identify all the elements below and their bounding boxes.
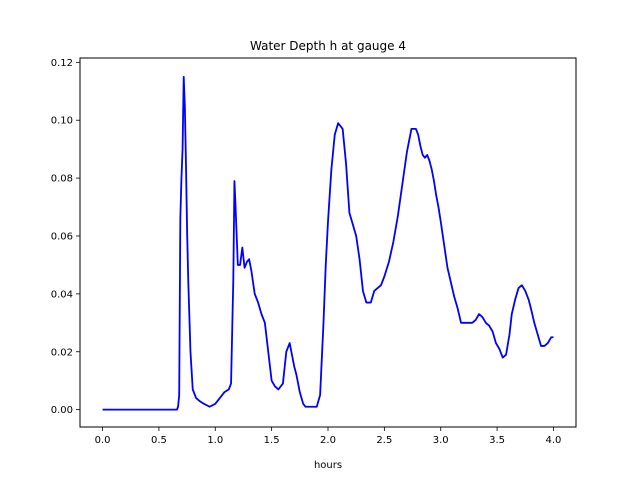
- chart-title: Water Depth h at gauge 4: [250, 39, 406, 53]
- x-tick-label: 3.0: [433, 435, 449, 446]
- x-tick-label: 0.0: [95, 435, 111, 446]
- plot-area: [102, 75, 554, 411]
- x-tick-label: 0.5: [151, 435, 167, 446]
- x-tick-label: 2.5: [376, 435, 392, 446]
- x-tick-label: 4.0: [546, 435, 562, 446]
- plot-frame: [79, 57, 577, 428]
- x-tick-label: 1.5: [264, 435, 280, 446]
- x-tick-label: 3.5: [489, 435, 505, 446]
- series-line: [102, 75, 554, 411]
- x-tick-label: 1.0: [207, 435, 223, 446]
- y-tick-label: 0.02: [51, 347, 73, 358]
- x-tick-label: 2.0: [320, 435, 336, 446]
- y-axis: 0.00 0.02 0.04 0.06 0.08 0.10 0.12: [51, 58, 80, 416]
- y-tick-label: 0.10: [51, 116, 73, 127]
- x-axis-label: hours: [314, 460, 342, 471]
- y-tick-label: 0.08: [51, 174, 73, 185]
- y-tick-label: 0.00: [51, 405, 73, 416]
- y-tick-label: 0.12: [51, 58, 73, 69]
- x-axis: 0.0 0.5 1.0 1.5 2.0 2.5 3.0 3.5 4.0: [95, 427, 562, 446]
- y-tick-label: 0.04: [51, 289, 73, 300]
- y-tick-label: 0.06: [51, 231, 73, 242]
